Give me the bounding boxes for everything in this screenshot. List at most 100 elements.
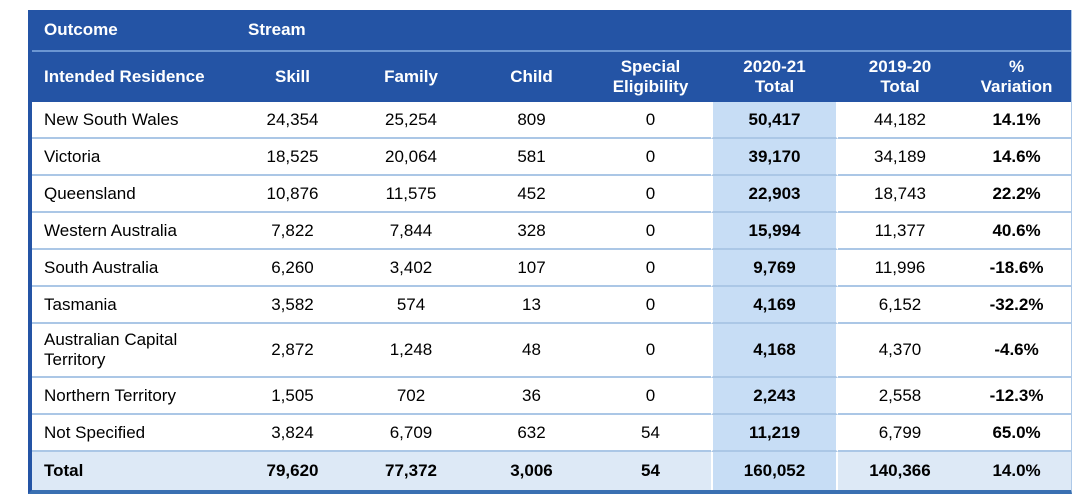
cell-special: 0 [590, 102, 711, 139]
table-row-sa: South Australia 6,260 3,402 107 0 9,769 … [32, 250, 1072, 287]
cell-special: 0 [590, 139, 711, 176]
col-header-special-eligibility: Special Eligibility [590, 52, 711, 102]
table-row-nt: Northern Territory 1,505 702 36 0 2,243 … [32, 378, 1072, 415]
table-row-tas: Tasmania 3,582 574 13 0 4,169 6,152 -32.… [32, 287, 1072, 324]
cell-skill-total: 79,620 [236, 452, 349, 490]
cell-child-total: 3,006 [473, 452, 590, 490]
cell-family: 1,248 [349, 324, 473, 378]
cell-family: 6,709 [349, 415, 473, 452]
table-row-total: Total 79,620 77,372 3,006 54 160,052 140… [32, 452, 1072, 490]
cell-special: 0 [590, 287, 711, 324]
col-header-2020-21-total: 2020-21 Total [711, 52, 838, 102]
cell-total-2020-21: 22,903 [711, 176, 838, 213]
cell-variation: 65.0% [962, 415, 1072, 452]
cell-total-2019-20: 4,370 [838, 324, 962, 378]
cell-total-2020-21: 2,243 [711, 378, 838, 415]
cell-variation: 40.6% [962, 213, 1072, 250]
col-header-intended-residence: Intended Residence [32, 52, 236, 102]
cell-total-2020-21: 15,994 [711, 213, 838, 250]
migration-program-table: Outcome Stream Intended Residence Skill … [28, 10, 1073, 494]
total-label: Total [32, 452, 236, 490]
row-label: Victoria [32, 139, 236, 176]
col-header-child: Child [473, 52, 590, 102]
cell-skill: 24,354 [236, 102, 349, 139]
cell-total-2019-20: 44,182 [838, 102, 962, 139]
cell-child: 809 [473, 102, 590, 139]
cell-total-2020-21: 11,219 [711, 415, 838, 452]
cell-total-2020-21: 39,170 [711, 139, 838, 176]
cell-variation: -4.6% [962, 324, 1072, 378]
column-header-row: Intended Residence Skill Family Child Sp… [32, 52, 1072, 102]
cell-total-2019-20-grand: 140,366 [838, 452, 962, 490]
cell-variation: -12.3% [962, 378, 1072, 415]
cell-child: 581 [473, 139, 590, 176]
group-header-row: Outcome Stream [32, 10, 1072, 52]
cell-skill: 3,582 [236, 287, 349, 324]
cell-special: 54 [590, 415, 711, 452]
cell-total-2020-21-grand: 160,052 [711, 452, 838, 490]
table-body: New South Wales 24,354 25,254 809 0 50,4… [32, 102, 1072, 490]
cell-skill: 7,822 [236, 213, 349, 250]
table-row-act: Australian Capital Territory 2,872 1,248… [32, 324, 1072, 378]
cell-total-2020-21: 50,417 [711, 102, 838, 139]
cell-total-2019-20: 11,996 [838, 250, 962, 287]
cell-variation: 14.6% [962, 139, 1072, 176]
row-label: Australian Capital Territory [32, 324, 236, 378]
cell-skill: 1,505 [236, 378, 349, 415]
col-header-family: Family [349, 52, 473, 102]
cell-total-2020-21: 4,169 [711, 287, 838, 324]
table-row-wa: Western Australia 7,822 7,844 328 0 15,9… [32, 213, 1072, 250]
table-row-qld: Queensland 10,876 11,575 452 0 22,903 18… [32, 176, 1072, 213]
cell-family: 11,575 [349, 176, 473, 213]
cell-total-2019-20: 34,189 [838, 139, 962, 176]
cell-child: 13 [473, 287, 590, 324]
cell-variation: 22.2% [962, 176, 1072, 213]
cell-total-2020-21: 4,168 [711, 324, 838, 378]
cell-family: 7,844 [349, 213, 473, 250]
stream-header: Stream [236, 10, 1072, 52]
outcome-header: Outcome [32, 10, 236, 52]
data-table: Outcome Stream Intended Residence Skill … [28, 10, 1073, 494]
cell-special: 0 [590, 213, 711, 250]
cell-child: 36 [473, 378, 590, 415]
cell-total-2019-20: 2,558 [838, 378, 962, 415]
cell-family: 702 [349, 378, 473, 415]
cell-variation-total: 14.0% [962, 452, 1072, 490]
cell-family: 3,402 [349, 250, 473, 287]
cell-child: 107 [473, 250, 590, 287]
cell-skill: 10,876 [236, 176, 349, 213]
cell-special: 0 [590, 324, 711, 378]
cell-total-2019-20: 11,377 [838, 213, 962, 250]
cell-skill: 2,872 [236, 324, 349, 378]
cell-variation: -32.2% [962, 287, 1072, 324]
cell-family-total: 77,372 [349, 452, 473, 490]
row-label: Western Australia [32, 213, 236, 250]
cell-total-2019-20: 6,799 [838, 415, 962, 452]
col-header-2019-20-total: 2019-20 Total [838, 52, 962, 102]
cell-special: 0 [590, 250, 711, 287]
row-label: Queensland [32, 176, 236, 213]
cell-family: 574 [349, 287, 473, 324]
cell-variation: 14.1% [962, 102, 1072, 139]
cell-child: 328 [473, 213, 590, 250]
cell-total-2019-20: 6,152 [838, 287, 962, 324]
cell-total-2020-21: 9,769 [711, 250, 838, 287]
cell-skill: 18,525 [236, 139, 349, 176]
cell-variation: -18.6% [962, 250, 1072, 287]
table-row-not-specified: Not Specified 3,824 6,709 632 54 11,219 … [32, 415, 1072, 452]
cell-special: 0 [590, 176, 711, 213]
cell-skill: 6,260 [236, 250, 349, 287]
row-label: New South Wales [32, 102, 236, 139]
cell-child: 632 [473, 415, 590, 452]
cell-child: 48 [473, 324, 590, 378]
cell-special-total: 54 [590, 452, 711, 490]
row-label: Northern Territory [32, 378, 236, 415]
cell-family: 25,254 [349, 102, 473, 139]
cell-skill: 3,824 [236, 415, 349, 452]
row-label: South Australia [32, 250, 236, 287]
col-header-skill: Skill [236, 52, 349, 102]
row-label: Not Specified [32, 415, 236, 452]
table-header: Outcome Stream Intended Residence Skill … [32, 10, 1072, 102]
table-row-nsw: New South Wales 24,354 25,254 809 0 50,4… [32, 102, 1072, 139]
col-header-pct-variation: % Variation [962, 52, 1072, 102]
